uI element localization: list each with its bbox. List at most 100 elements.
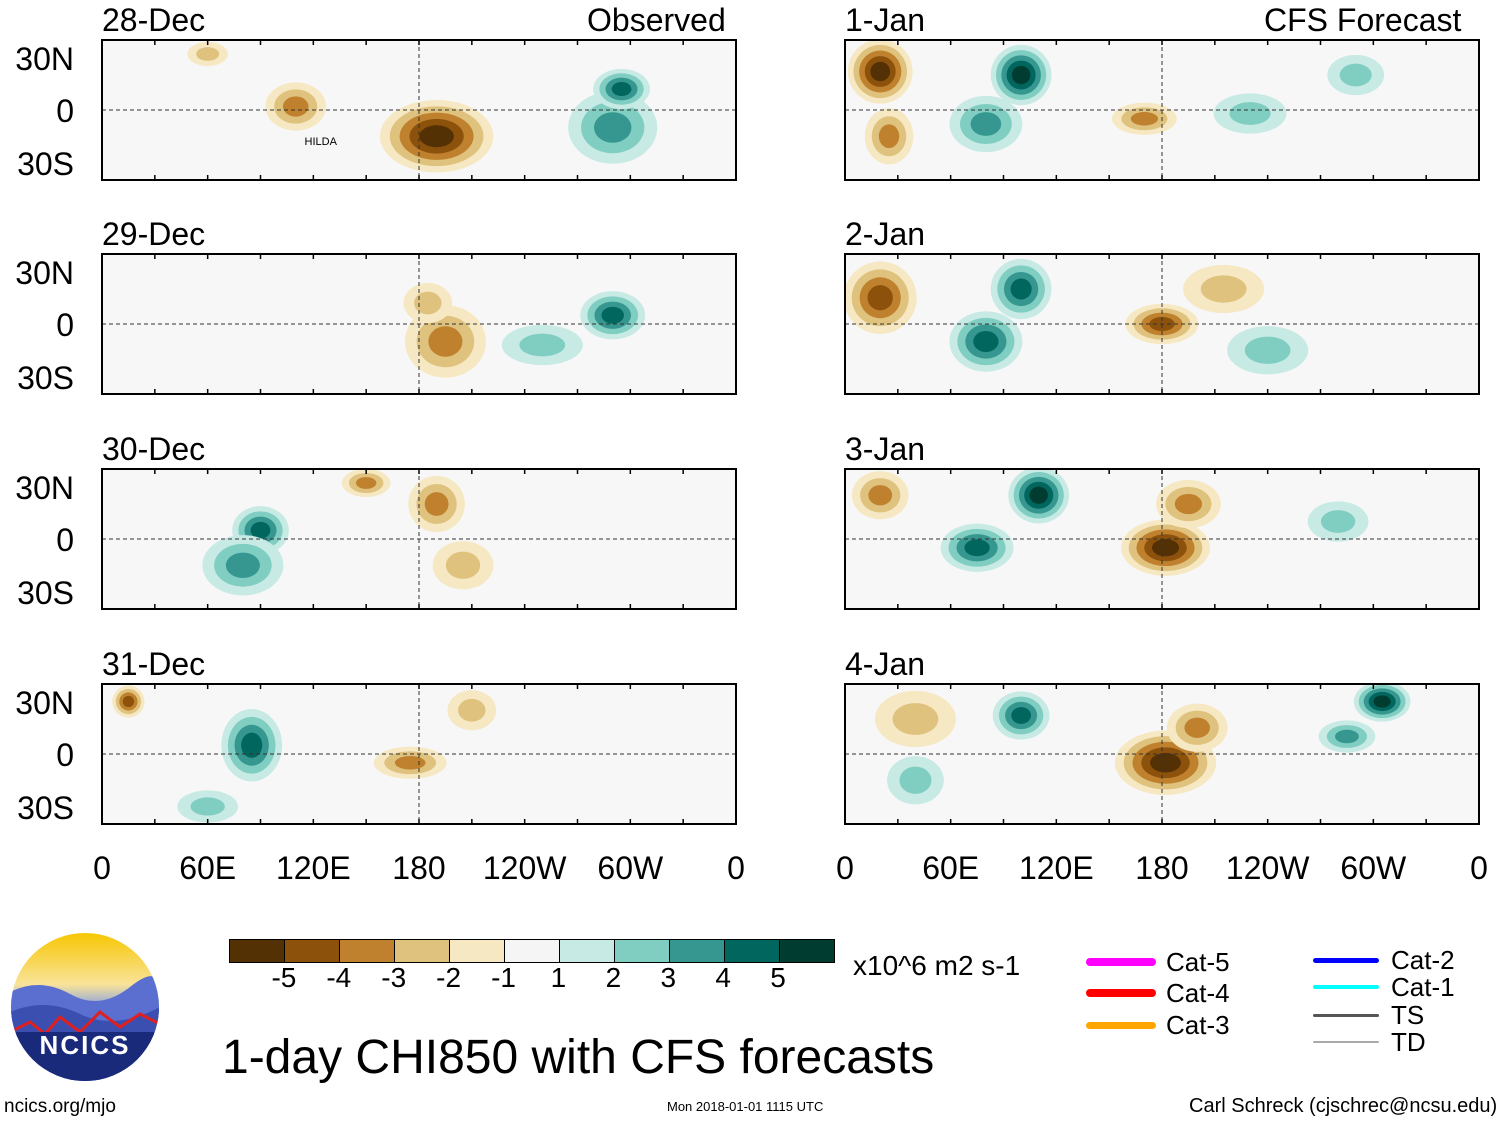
legend-label: Cat-4 [1166,978,1230,1008]
anomaly-contour [973,331,999,352]
anomaly-contour [1339,63,1372,87]
anomaly-contour [424,492,449,516]
anomaly-contour [1011,707,1031,724]
site-url[interactable]: ncics.org/mjo [4,1096,116,1117]
anomaly-contour [1011,65,1031,85]
map-panel [101,683,737,825]
colorbar-tick-label: 2 [605,962,622,993]
anomaly-contour [445,551,481,579]
lon-tick-label: 60E [922,850,980,886]
anomaly-contour [1229,102,1271,125]
legend-line-cat-5 [1086,958,1156,966]
map-panel [844,39,1480,181]
anomaly-contour [458,698,486,722]
lat-tick-label: 0 [56,93,74,129]
colorbar-swatch [725,940,780,962]
lon-tick-label: 120W [1225,850,1310,886]
colorbar-swatch [450,940,505,962]
panel-date: 31-Dec [102,646,206,682]
legend-line-cat-1 [1313,985,1379,989]
storm-label: HILDA [305,136,338,148]
colorbar-tick-label: -2 [436,962,462,993]
colorbar-tick-label: -4 [326,962,352,993]
panel-date: 4-Jan [845,646,926,682]
figure-title: 1-day CHI850 with CFS forecasts [222,1031,935,1084]
anomaly-contour [601,306,624,324]
anomaly-contour [1151,539,1180,557]
map-panel: HILDA [101,39,737,181]
colorbar-swatch [670,940,725,962]
colorbar-swatch [780,940,834,962]
panel-date: 30-Dec [102,431,206,467]
legend-label: Cat-3 [1166,1010,1230,1040]
anomaly-contour [1010,278,1032,300]
units-label: x10^6 m2 s-1 [853,950,1021,981]
panel-date: 1-Jan [845,2,926,38]
legend-line-cat-2 [1313,957,1379,963]
colorbar-swatch [285,940,340,962]
logo-text: NCICS [40,1030,131,1060]
panel-date: 29-Dec [102,216,206,252]
lon-tick-label: 0 [1470,850,1488,886]
lon-tick-label: 0 [93,850,111,886]
anomaly-contour [196,47,220,61]
lon-tick-label: 0 [836,850,854,886]
lat-tick-label: 0 [56,307,74,343]
map-panel [844,683,1480,825]
colorbar-tick-label: 1 [550,962,567,993]
lat-tick-label: 0 [56,737,74,773]
lat-tick-label: 30N [15,254,74,291]
map-panel [101,253,737,395]
anomaly-contour [593,112,632,143]
anomaly-contour [1150,752,1181,773]
anomaly-contour [419,125,454,148]
timestamp: Mon 2018-01-01 1115 UTC [667,1099,824,1114]
colorbar-swatch [230,940,285,962]
colorbar-swatch [615,940,670,962]
lon-tick-label: 60E [179,850,237,886]
forecast-label: CFS Forecast [1264,2,1462,38]
anomaly-contour [868,485,893,506]
anomaly-contour [1320,510,1356,533]
anomaly-contour [878,124,900,149]
anomaly-contour [892,703,939,735]
legend-line-ts [1313,1013,1379,1017]
lon-tick-label: 60W [1340,850,1407,886]
anomaly-contour [867,285,893,311]
legend-label: Cat-5 [1166,947,1230,977]
colorbar-tick-label: -3 [381,962,407,993]
anomaly-contour [519,333,566,357]
anomaly-contour [1244,336,1291,364]
anomaly-contour [970,112,1002,136]
ncics-logo: NCICS [10,932,160,1082]
anomaly-contour [870,61,891,82]
anomaly-contour [428,326,463,357]
lat-tick-label: 30S [17,789,74,826]
anomaly-contour [190,797,225,816]
anomaly-contour [241,732,263,758]
anomaly-contour [1184,717,1210,738]
colorbar-swatch [560,940,615,962]
anomaly-contour [1130,111,1159,126]
anomaly-contour [1200,275,1247,303]
colorbar-tick-label: 5 [770,962,786,993]
lon-tick-label: 180 [392,850,446,886]
anomaly-contour [250,521,271,539]
lat-tick-label: 30S [17,145,74,182]
legend-label: Cat-1 [1391,972,1455,1002]
anomaly-contour [1174,493,1203,515]
legend-line-cat-4 [1086,989,1156,997]
lat-tick-label: 0 [56,522,74,558]
lat-tick-label: 30S [17,359,74,396]
anomaly-contour [355,477,377,489]
anomaly-contour [225,552,260,578]
lon-tick-label: 0 [727,850,745,886]
colorbar-swatch [505,940,560,962]
colorbar-tick-label: -5 [271,962,297,993]
panel-date: 3-Jan [845,431,926,467]
lat-tick-label: 30S [17,574,74,611]
map-panel [101,468,737,610]
lon-tick-label: 60W [597,850,664,886]
lon-tick-label: 120W [482,850,567,886]
